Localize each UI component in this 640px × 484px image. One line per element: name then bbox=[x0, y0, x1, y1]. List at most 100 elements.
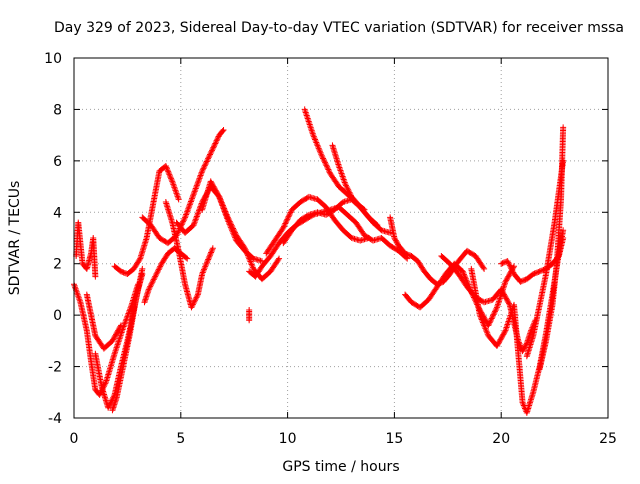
data-point bbox=[150, 276, 157, 283]
data-point bbox=[228, 221, 235, 228]
data-point bbox=[117, 334, 124, 341]
data-point bbox=[213, 188, 220, 195]
data-point bbox=[191, 189, 198, 196]
data-point bbox=[190, 222, 197, 229]
data-point bbox=[505, 273, 512, 280]
data-point bbox=[167, 174, 174, 181]
data-point bbox=[207, 178, 214, 185]
data-point bbox=[306, 121, 313, 128]
data-point bbox=[174, 193, 181, 200]
data-point bbox=[114, 343, 121, 350]
data-point bbox=[170, 182, 177, 189]
data-point bbox=[191, 298, 198, 305]
data-point bbox=[482, 325, 489, 332]
data-point bbox=[479, 318, 486, 325]
data-point bbox=[308, 127, 315, 134]
data-point bbox=[190, 191, 197, 198]
data-point bbox=[206, 252, 213, 259]
series-7 bbox=[141, 245, 191, 306]
data-point bbox=[508, 266, 515, 273]
data-point bbox=[183, 210, 190, 217]
series-15 bbox=[329, 142, 368, 213]
data-point bbox=[310, 133, 317, 140]
data-point bbox=[149, 279, 156, 286]
data-point bbox=[535, 268, 542, 275]
data-point bbox=[117, 323, 124, 330]
data-point bbox=[209, 182, 216, 189]
data-point bbox=[318, 152, 325, 159]
data-point bbox=[146, 285, 153, 291]
data-point bbox=[189, 194, 196, 201]
data-point bbox=[346, 189, 353, 196]
data-point bbox=[308, 126, 315, 133]
data-point bbox=[321, 158, 328, 165]
data-point bbox=[530, 271, 537, 277]
data-point bbox=[193, 182, 200, 189]
data-point bbox=[214, 191, 221, 198]
x-tick-label: 25 bbox=[599, 431, 617, 447]
data-point bbox=[322, 159, 329, 166]
data-point bbox=[460, 271, 467, 278]
data-point bbox=[303, 112, 310, 119]
data-point bbox=[481, 323, 488, 330]
y-tick-label: 4 bbox=[53, 205, 62, 221]
data-point bbox=[403, 250, 410, 257]
data-point bbox=[499, 332, 506, 339]
data-point bbox=[219, 201, 226, 208]
data-point bbox=[495, 299, 502, 306]
data-point bbox=[199, 271, 206, 277]
data-point bbox=[76, 296, 83, 303]
data-point bbox=[207, 150, 214, 157]
data-point bbox=[247, 259, 254, 266]
data-point bbox=[206, 253, 213, 260]
data-point bbox=[495, 298, 502, 305]
y-tick-label: 6 bbox=[53, 154, 62, 170]
data-point bbox=[394, 240, 401, 247]
data-point bbox=[213, 137, 220, 144]
data-point bbox=[182, 212, 189, 219]
data-point bbox=[392, 237, 399, 244]
data-point bbox=[323, 162, 330, 169]
data-point bbox=[151, 275, 158, 281]
data-point bbox=[113, 330, 120, 337]
data-point bbox=[195, 176, 202, 183]
data-point bbox=[460, 269, 467, 276]
data-point bbox=[204, 259, 211, 266]
data-point bbox=[115, 326, 122, 333]
data-point bbox=[343, 183, 350, 190]
data-point bbox=[520, 401, 527, 408]
data-point bbox=[402, 250, 409, 257]
data-point bbox=[181, 215, 188, 222]
data-point bbox=[305, 118, 312, 125]
data-point bbox=[171, 185, 178, 192]
data-point bbox=[154, 269, 161, 276]
data-point bbox=[110, 336, 117, 343]
data-point bbox=[241, 245, 248, 252]
data-point bbox=[311, 135, 318, 142]
data-point bbox=[221, 207, 228, 214]
data-point bbox=[222, 210, 229, 217]
data-point bbox=[326, 167, 333, 174]
data-point bbox=[214, 190, 221, 196]
data-point bbox=[116, 337, 123, 344]
data-point bbox=[208, 248, 215, 255]
data-point bbox=[171, 184, 178, 191]
data-point bbox=[205, 155, 212, 162]
data-point bbox=[319, 154, 326, 161]
data-point bbox=[313, 140, 320, 147]
data-point bbox=[212, 139, 219, 146]
data-point bbox=[306, 120, 313, 127]
data-point bbox=[501, 292, 508, 299]
data-point bbox=[203, 159, 210, 166]
data-point bbox=[199, 166, 206, 173]
data-point bbox=[519, 348, 526, 355]
data-point bbox=[197, 173, 204, 180]
grid bbox=[74, 58, 608, 418]
data-point bbox=[115, 338, 122, 345]
data-point bbox=[115, 340, 122, 347]
data-point bbox=[194, 293, 201, 299]
data-point bbox=[360, 205, 367, 212]
data-point bbox=[195, 207, 202, 214]
data-point bbox=[303, 110, 310, 117]
axis-ticks: 0 5 10 15 20 25 -4 -2 0 2 4 6 8 10 bbox=[44, 51, 617, 447]
